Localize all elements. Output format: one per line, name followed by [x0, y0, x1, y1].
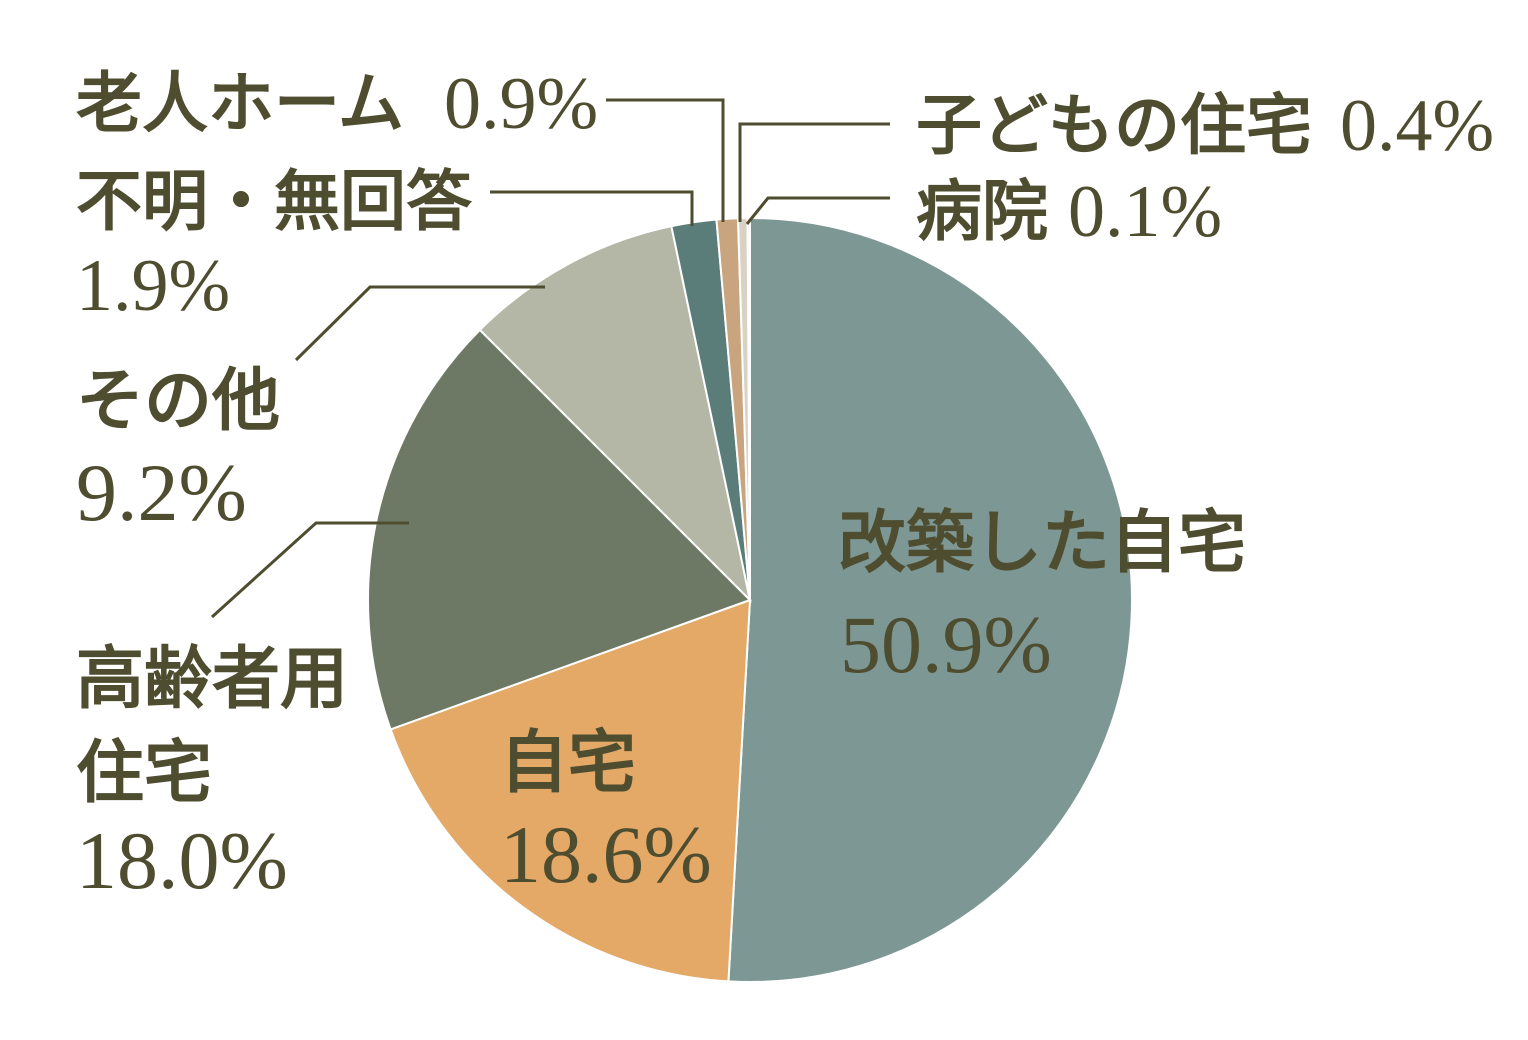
slice-label-own-home: 自宅: [500, 725, 636, 801]
leader-line-elderly-housing: [210, 521, 409, 619]
leader-line-unknown: [490, 190, 694, 226]
pie-slice-0: [727, 216, 1133, 983]
slice-value-nursing-home: 0.9%: [444, 63, 598, 145]
leader-line-hospital: [745, 196, 890, 225]
slice-value-renovated-home: 50.9%: [840, 599, 1052, 690]
slice-label-nursing-home: 老人ホーム: [76, 66, 404, 140]
slice-label-childs-home: 子どもの住宅: [916, 88, 1312, 162]
slice-label-elderly-housing-line1: 高齢者用: [76, 641, 348, 717]
slice-value-own-home: 18.6%: [500, 809, 712, 900]
slice-value-elderly-housing: 18.0%: [76, 815, 288, 906]
slice-label-other: その他: [76, 363, 280, 439]
slice-label-hospital: 病院: [916, 174, 1048, 248]
leader-line-nursing-home: [606, 98, 725, 222]
leader-line-other: [294, 285, 545, 362]
slice-label-elderly-housing-line2: 住宅: [76, 735, 212, 811]
slice-label-unknown: 不明・無回答: [76, 164, 473, 238]
slice-label-renovated-home: 改築した自宅: [838, 505, 1246, 581]
leader-lines: [210, 98, 890, 619]
slice-value-hospital: 0.1%: [1068, 171, 1222, 253]
slice-value-childs-home: 0.4%: [1340, 85, 1494, 167]
pie-slices: [367, 216, 1133, 983]
pie-slice-3: [478, 224, 752, 604]
pie-slice-2: [367, 328, 752, 731]
leader-line-childs-home: [738, 122, 890, 222]
slice-value-other: 9.2%: [76, 447, 247, 538]
slice-value-unknown: 1.9%: [76, 245, 230, 327]
pie-slice-1: [389, 598, 752, 983]
